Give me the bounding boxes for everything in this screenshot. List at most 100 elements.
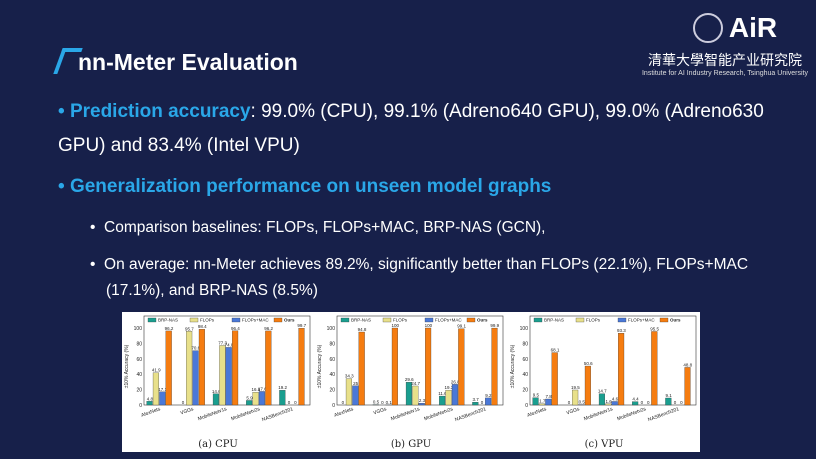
- data-label: 41.9: [152, 368, 161, 373]
- bar: [458, 328, 465, 406]
- data-label: 4.6: [612, 396, 619, 401]
- legend-label: FLOPs+MAC: [242, 318, 269, 323]
- bar: [684, 367, 691, 406]
- x-tick-label: NASBench201: [261, 406, 294, 423]
- data-label: 98.4: [198, 324, 207, 329]
- data-label: 95.7: [185, 326, 194, 331]
- logo-english: Institute for AI Industry Research, Tsin…: [641, 70, 808, 77]
- data-label: 14.7: [598, 389, 607, 394]
- data-label: 0.1: [386, 400, 393, 405]
- chart-caption: (a) CPU: [198, 439, 238, 450]
- y-tick-label: 100: [520, 326, 529, 332]
- sub-bullet-baselines: • Comparison baselines: FLOPs, FLOPs+MAC…: [90, 219, 546, 236]
- sub-text: On average: nn-Meter achieves 89.2%, sig…: [104, 256, 749, 299]
- legend-swatch: [273, 317, 283, 323]
- legend-swatch: [424, 317, 434, 323]
- chart-svg: 0 20 40 60 80 100 ±10% Accuracy (%) BRP-NAS FLOP…: [124, 315, 311, 423]
- x-tick-label: MobileNetv2s: [616, 406, 647, 422]
- data-label: 95.5: [650, 326, 659, 331]
- legend-label: BRP-NAS: [544, 318, 564, 323]
- bar: [391, 327, 398, 406]
- data-label: 17.1: [158, 387, 167, 392]
- bar: [491, 327, 498, 406]
- chart-caption: (b) GPU: [390, 439, 432, 450]
- bullet-generalization: • Generalization performance on unseen m…: [58, 176, 552, 197]
- y-tick-label: 0: [139, 403, 142, 409]
- chart-svg: 0 20 40 60 80 100 ±10% Accuracy (%) BRP-NAS FLOP…: [510, 315, 697, 423]
- bar: [425, 327, 432, 406]
- data-label: 77.3: [218, 340, 227, 345]
- bar: [532, 397, 539, 406]
- sub-text: Comparison baselines: FLOPs, FLOPs+MAC, …: [104, 219, 546, 236]
- y-tick-label: 80: [136, 341, 142, 347]
- data-label: 4.4: [632, 397, 639, 402]
- legend-label: FLOPs: [393, 318, 408, 323]
- bar: [412, 385, 419, 406]
- data-label: 14.6: [212, 389, 221, 394]
- legend-swatch: [147, 317, 157, 323]
- data-label: 11.6: [438, 391, 447, 396]
- data-label: 24.7: [411, 381, 420, 386]
- bar: [651, 331, 658, 406]
- legend-swatch: [231, 317, 241, 323]
- bar: [538, 403, 545, 406]
- legend-label: BRP-NAS: [351, 318, 371, 323]
- bar: [445, 389, 452, 406]
- legend-swatch: [575, 317, 585, 323]
- y-tick-label: 60: [329, 357, 335, 363]
- data-label: 99.1: [457, 324, 466, 329]
- bar: [551, 352, 558, 406]
- bar: [252, 392, 259, 406]
- data-label: 96.4: [231, 326, 240, 331]
- data-label: 7.8: [545, 394, 552, 399]
- legend-swatch: [533, 317, 543, 323]
- bar: [439, 395, 446, 406]
- charts-panel: 0 20 40 60 80 100 ±10% Accuracy (%) BRP-NAS FLOP…: [122, 312, 700, 452]
- data-label: 17.6: [258, 386, 267, 391]
- bar: [192, 350, 199, 406]
- y-tick-label: 40: [522, 372, 528, 378]
- legend-label: Ours: [670, 318, 681, 323]
- data-label: 19.2: [278, 385, 287, 390]
- y-tick-label: 20: [136, 388, 142, 394]
- legend-swatch: [340, 317, 350, 323]
- bar: [159, 391, 166, 406]
- data-label: 9.1: [666, 393, 673, 398]
- tsinghua-seal-icon: [692, 13, 723, 43]
- data-label: 50.6: [584, 361, 593, 366]
- bar: [345, 378, 352, 406]
- chart-cpu: 0 20 40 60 80 100 ±10% Accuracy (%) BRP-NAS FLOP…: [122, 312, 314, 452]
- bar: [225, 347, 232, 406]
- data-label: 0: [381, 400, 384, 405]
- y-tick-label: 60: [522, 357, 528, 363]
- y-axis-label: ±10% Accuracy (%): [124, 344, 130, 388]
- data-label: 3.7: [473, 397, 480, 402]
- y-tick-label: 40: [136, 372, 142, 378]
- legend-label: FLOPs: [586, 318, 601, 323]
- bullet-label: Prediction accuracy: [69, 101, 251, 122]
- data-label: 74.8: [225, 342, 234, 347]
- data-label: 94.8: [358, 327, 367, 332]
- bar: [485, 397, 492, 406]
- data-label: 0: [182, 400, 185, 405]
- bar: [198, 329, 205, 406]
- data-label: 4.8: [147, 396, 154, 401]
- data-label: 0: [481, 400, 484, 405]
- data-label: 68.1: [551, 348, 560, 353]
- x-tick-label: NASBench201: [454, 406, 487, 423]
- legend-label: FLOPs: [200, 318, 215, 323]
- data-label: 16.6: [251, 387, 260, 392]
- bar: [298, 328, 305, 406]
- bar: [186, 331, 193, 406]
- data-label: 0: [680, 400, 683, 405]
- x-tick-label: NASBench201: [647, 406, 680, 423]
- y-axis-label: ±10% Accuracy (%): [317, 344, 323, 388]
- data-label: 99.9: [490, 323, 499, 328]
- bar: [665, 397, 672, 406]
- bar: [584, 365, 591, 406]
- data-label: 0: [568, 400, 571, 405]
- data-label: 0.5: [373, 400, 380, 405]
- y-tick-label: 40: [329, 372, 335, 378]
- data-label: 5.9: [246, 395, 253, 400]
- bar: [246, 400, 253, 406]
